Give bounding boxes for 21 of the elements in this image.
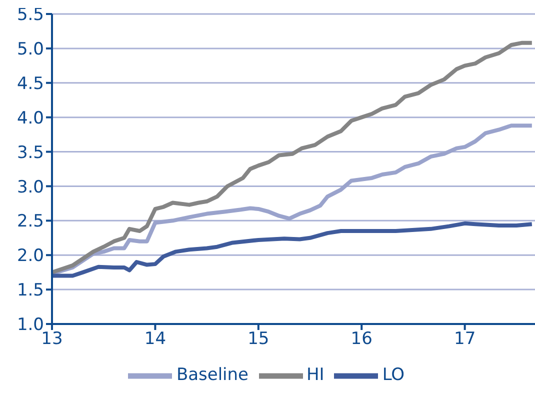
x-tick-label: 15: [248, 329, 270, 350]
legend-label: HI: [306, 365, 324, 386]
x-tick-label: 14: [144, 329, 166, 350]
y-tick-label: 2.5: [16, 212, 44, 232]
y-tick-label: 1.0: [16, 315, 44, 336]
y-tick-label: 1.5: [16, 280, 44, 301]
legend-label: Baseline: [176, 365, 249, 386]
line-series: [52, 124, 534, 276]
y-tick-label: 2.0: [16, 246, 44, 266]
x-tick-label: 17: [454, 329, 476, 350]
y-tick-label: 3.5: [16, 142, 44, 163]
x-tick-label: 13: [41, 329, 63, 350]
line-series: [52, 40, 534, 274]
x-tick-label: 16: [350, 329, 372, 350]
line-series: [52, 221, 534, 278]
y-tick-label: 4.5: [16, 74, 44, 94]
y-tick-label: 3.0: [16, 177, 44, 198]
legend-label: LO: [382, 365, 405, 386]
y-tick-label: 4.0: [16, 108, 44, 128]
y-tick-label: 5.0: [16, 39, 44, 60]
y-tick-label: 5.5: [16, 5, 44, 26]
